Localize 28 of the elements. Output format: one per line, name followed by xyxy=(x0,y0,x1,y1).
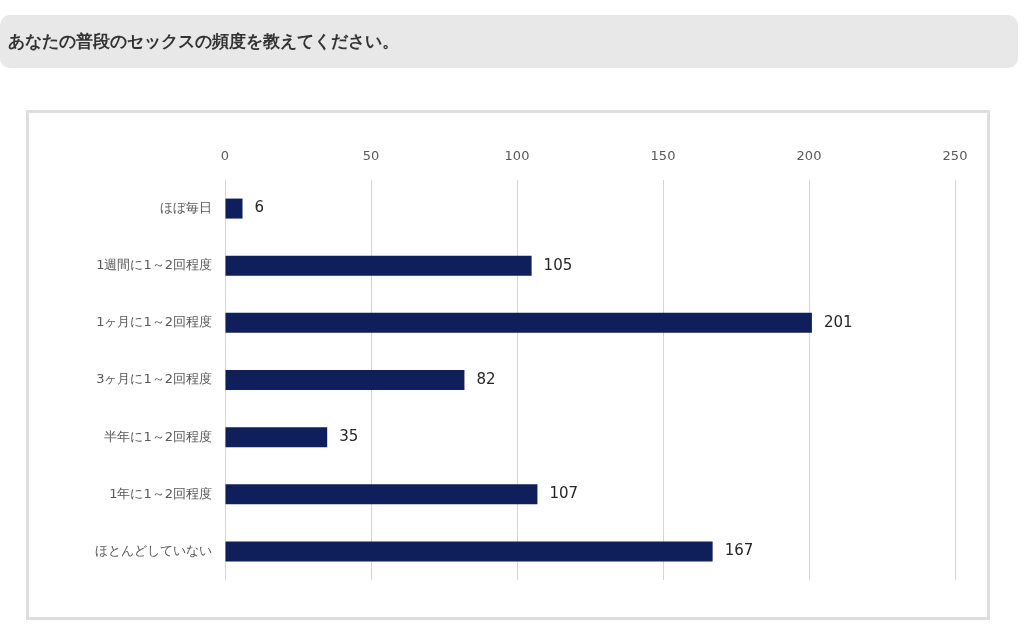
x-tick-label: 200 xyxy=(796,147,822,163)
data-label: 167 xyxy=(724,541,754,560)
data-label: 107 xyxy=(549,484,579,503)
y-tick-label: 3ヶ月に1～2回程度 xyxy=(96,371,212,387)
data-label: 35 xyxy=(339,427,359,446)
bar xyxy=(225,312,812,333)
x-tick-label: 0 xyxy=(220,147,230,163)
x-tick-label: 250 xyxy=(942,147,968,163)
data-label: 82 xyxy=(476,369,496,388)
data-label: 201 xyxy=(823,312,853,331)
x-tick-label: 100 xyxy=(504,147,530,163)
data-label: 6 xyxy=(254,198,265,217)
bar xyxy=(225,427,328,448)
bar xyxy=(225,484,538,505)
y-tick-label: ほぼ毎日 xyxy=(160,199,212,215)
bar xyxy=(225,370,465,390)
y-tick-label: 半年に1～2回程度 xyxy=(104,428,212,444)
x-tick-label: 50 xyxy=(362,147,380,163)
bar xyxy=(225,541,713,562)
y-tick-label: 1ヶ月に1～2回程度 xyxy=(96,314,212,330)
y-tick-label: 1年に1～2回程度 xyxy=(109,485,212,501)
y-tick-label: ほとんどしていない xyxy=(95,542,212,558)
chart-title: あなたの普段のセックスの頻度を教えてください。 xyxy=(8,30,399,53)
y-tick-label: 1週間に1～2回程度 xyxy=(96,257,212,273)
data-label: 105 xyxy=(543,255,573,274)
bar xyxy=(225,198,243,219)
x-tick-label: 150 xyxy=(650,147,676,163)
bar xyxy=(225,255,532,276)
